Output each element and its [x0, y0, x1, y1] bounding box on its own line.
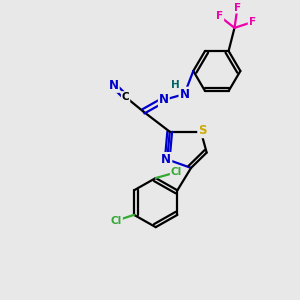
Text: F: F — [249, 17, 256, 27]
Text: N: N — [179, 88, 189, 100]
Text: F: F — [234, 3, 241, 13]
Text: N: N — [109, 79, 119, 92]
Text: N: N — [159, 93, 169, 106]
Text: N: N — [161, 153, 171, 166]
Text: F: F — [216, 11, 223, 21]
Text: H: H — [171, 80, 180, 90]
Text: S: S — [198, 124, 207, 137]
Text: Cl: Cl — [171, 167, 182, 177]
Text: C: C — [122, 92, 129, 102]
Text: Cl: Cl — [111, 216, 122, 226]
